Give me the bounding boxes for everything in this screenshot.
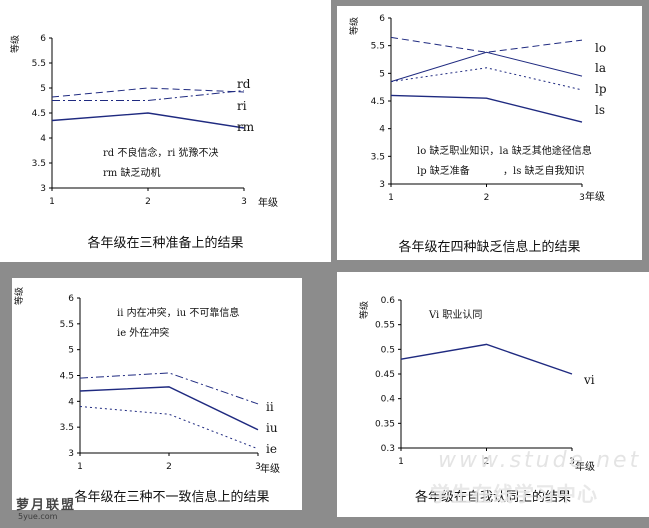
y-axis-label: 等级 [358,301,370,319]
chart-note: lp 缺乏准备 [417,164,470,177]
chart-note: ie 外在冲突 [117,326,169,339]
y-tick-label: 6 [379,14,385,24]
chart-note: rd 不良信念，ri 犹豫不决 [103,146,219,159]
chart-panel-identity: 0.6 0.55 0.5 0.45 0.4 0.35 0.3 1 2 3 等级年级 vi Vi 职业认同… [337,272,649,517]
y-tick-label: 0.5 [381,345,395,355]
y-tick-label: 3.5 [32,159,46,169]
y-tick-label: 6 [40,34,46,44]
x-tick-label: 1 [77,462,83,472]
series-line-la [390,51,583,83]
watermark-logo: 萝月联盟 [16,498,77,513]
y-axis-label: 等级 [9,35,21,53]
y-tick-label: 4.5 [60,372,74,382]
x-tick-label: 3 [255,462,261,472]
chart-note: ，ls 缺乏自我知识 [503,164,585,177]
series-label-ri: ri [237,99,247,113]
x-tick-label: 1 [388,193,394,203]
chart-caption: 各年级在四种缺乏信息上的结果 [398,240,581,255]
x-tick-label: 2 [145,197,151,207]
y-tick-label: 0.6 [381,296,396,306]
watermark-logo-sub: 5yue.com [18,512,58,521]
series-line-rm [51,112,245,129]
series-label-lo: lo [595,41,606,55]
y-tick-label: 5.5 [32,59,46,69]
series-line-ls [390,94,583,123]
x-tick-label: 2 [484,457,490,467]
chart-caption: 各年级在三种准备上的结果 [87,236,244,251]
y-tick-label: 4.5 [371,97,385,107]
series-label-iu: iu [266,421,278,435]
y-tick-label: 5 [379,69,385,79]
y-tick-label: 0.55 [375,321,395,331]
chart-caption: 各年级在自我认同上的结果 [414,490,571,505]
chart-panel-readiness: 6 5.5 5 4.5 4 3.5 3 1 2 3 等级 年级 rd ri rm rd 不良信念，ri 犹豫不… [0,0,331,262]
watermark-sub: 学生在线学习中心 [430,482,598,506]
series-label-vi: vi [583,373,595,387]
y-tick-label: 4 [379,125,385,135]
chart-note: lo 缺乏职业知识，la 缺乏其他途径信息 [417,144,592,157]
x-tick-label: 3 [569,457,575,467]
chart-note: ii 内在冲突，iu 不可靠信息 [117,306,239,319]
chart-caption: 各年级在三种不一致信息上的结果 [74,490,270,505]
chart-panel-lack-info: 6 5.5 5 4.5 4 3.5 3 1 2 3 等级 年级 lo la lp ls lo 缺乏职业知识，la… [337,6,642,260]
x-tick-label: 3 [241,197,247,207]
y-tick-label: 3.5 [371,152,385,162]
x-tick-label: 2 [166,462,172,472]
series-line-vi [400,343,573,375]
y-axis-label: 等级 [348,17,360,35]
series-label-ls: ls [595,103,605,117]
x-tick-label: 1 [398,457,404,467]
chart-panel-inconsistent-info: 6 5.5 5 4.5 4 3.5 3 1 2 3 等级 年级 ii iu ie ii 内在冲突，iu 不可靠… [12,278,302,510]
y-tick-label: 4 [40,134,46,144]
y-tick-label: 6 [68,294,74,304]
y-tick-label: 3 [68,449,74,459]
x-axis-label: 年级 [575,460,595,473]
x-axis-label: 年级 [585,190,605,203]
series-line-iu [79,386,259,431]
watermark-site: www.stude.net [438,448,642,473]
y-tick-label: 3 [40,184,46,194]
y-tick-label: 3 [379,180,385,190]
y-tick-label: 0.35 [375,419,395,429]
y-tick-label: 5.5 [371,42,385,52]
x-tick-label: 3 [579,193,585,203]
x-axis-label: 年级 [260,462,280,475]
series-line-ie [79,406,259,450]
chart-note: rm 缺乏动机 [103,166,160,179]
y-tick-label: 4.5 [32,109,46,119]
series-line-lo [390,36,583,53]
series-label-ie: ie [266,442,277,456]
series-line-lp [390,67,583,91]
chart-note: Vi 职业认同 [428,308,482,321]
series-label-ii: ii [266,400,274,414]
series-label-la: la [595,61,606,75]
series-label-lp: lp [595,82,607,96]
y-tick-label: 0.45 [375,370,395,380]
y-tick-label: 5 [68,346,74,356]
series-label-rm: rm [237,120,255,134]
y-tick-label: 0.3 [381,444,395,454]
y-tick-label: 4 [68,397,74,407]
x-tick-label: 1 [49,197,55,207]
y-axis-label: 等级 [13,287,25,305]
x-axis-label: 年级 [258,196,278,209]
x-tick-label: 2 [484,193,490,203]
series-line-rd [51,87,245,98]
series-line-ii [79,372,259,405]
y-tick-label: 0.4 [381,395,396,405]
y-tick-label: 5.5 [60,320,74,330]
series-label-rd: rd [237,77,251,91]
y-tick-label: 3.5 [60,423,74,433]
y-tick-label: 5 [40,84,46,94]
series-line-ri [52,90,245,101]
